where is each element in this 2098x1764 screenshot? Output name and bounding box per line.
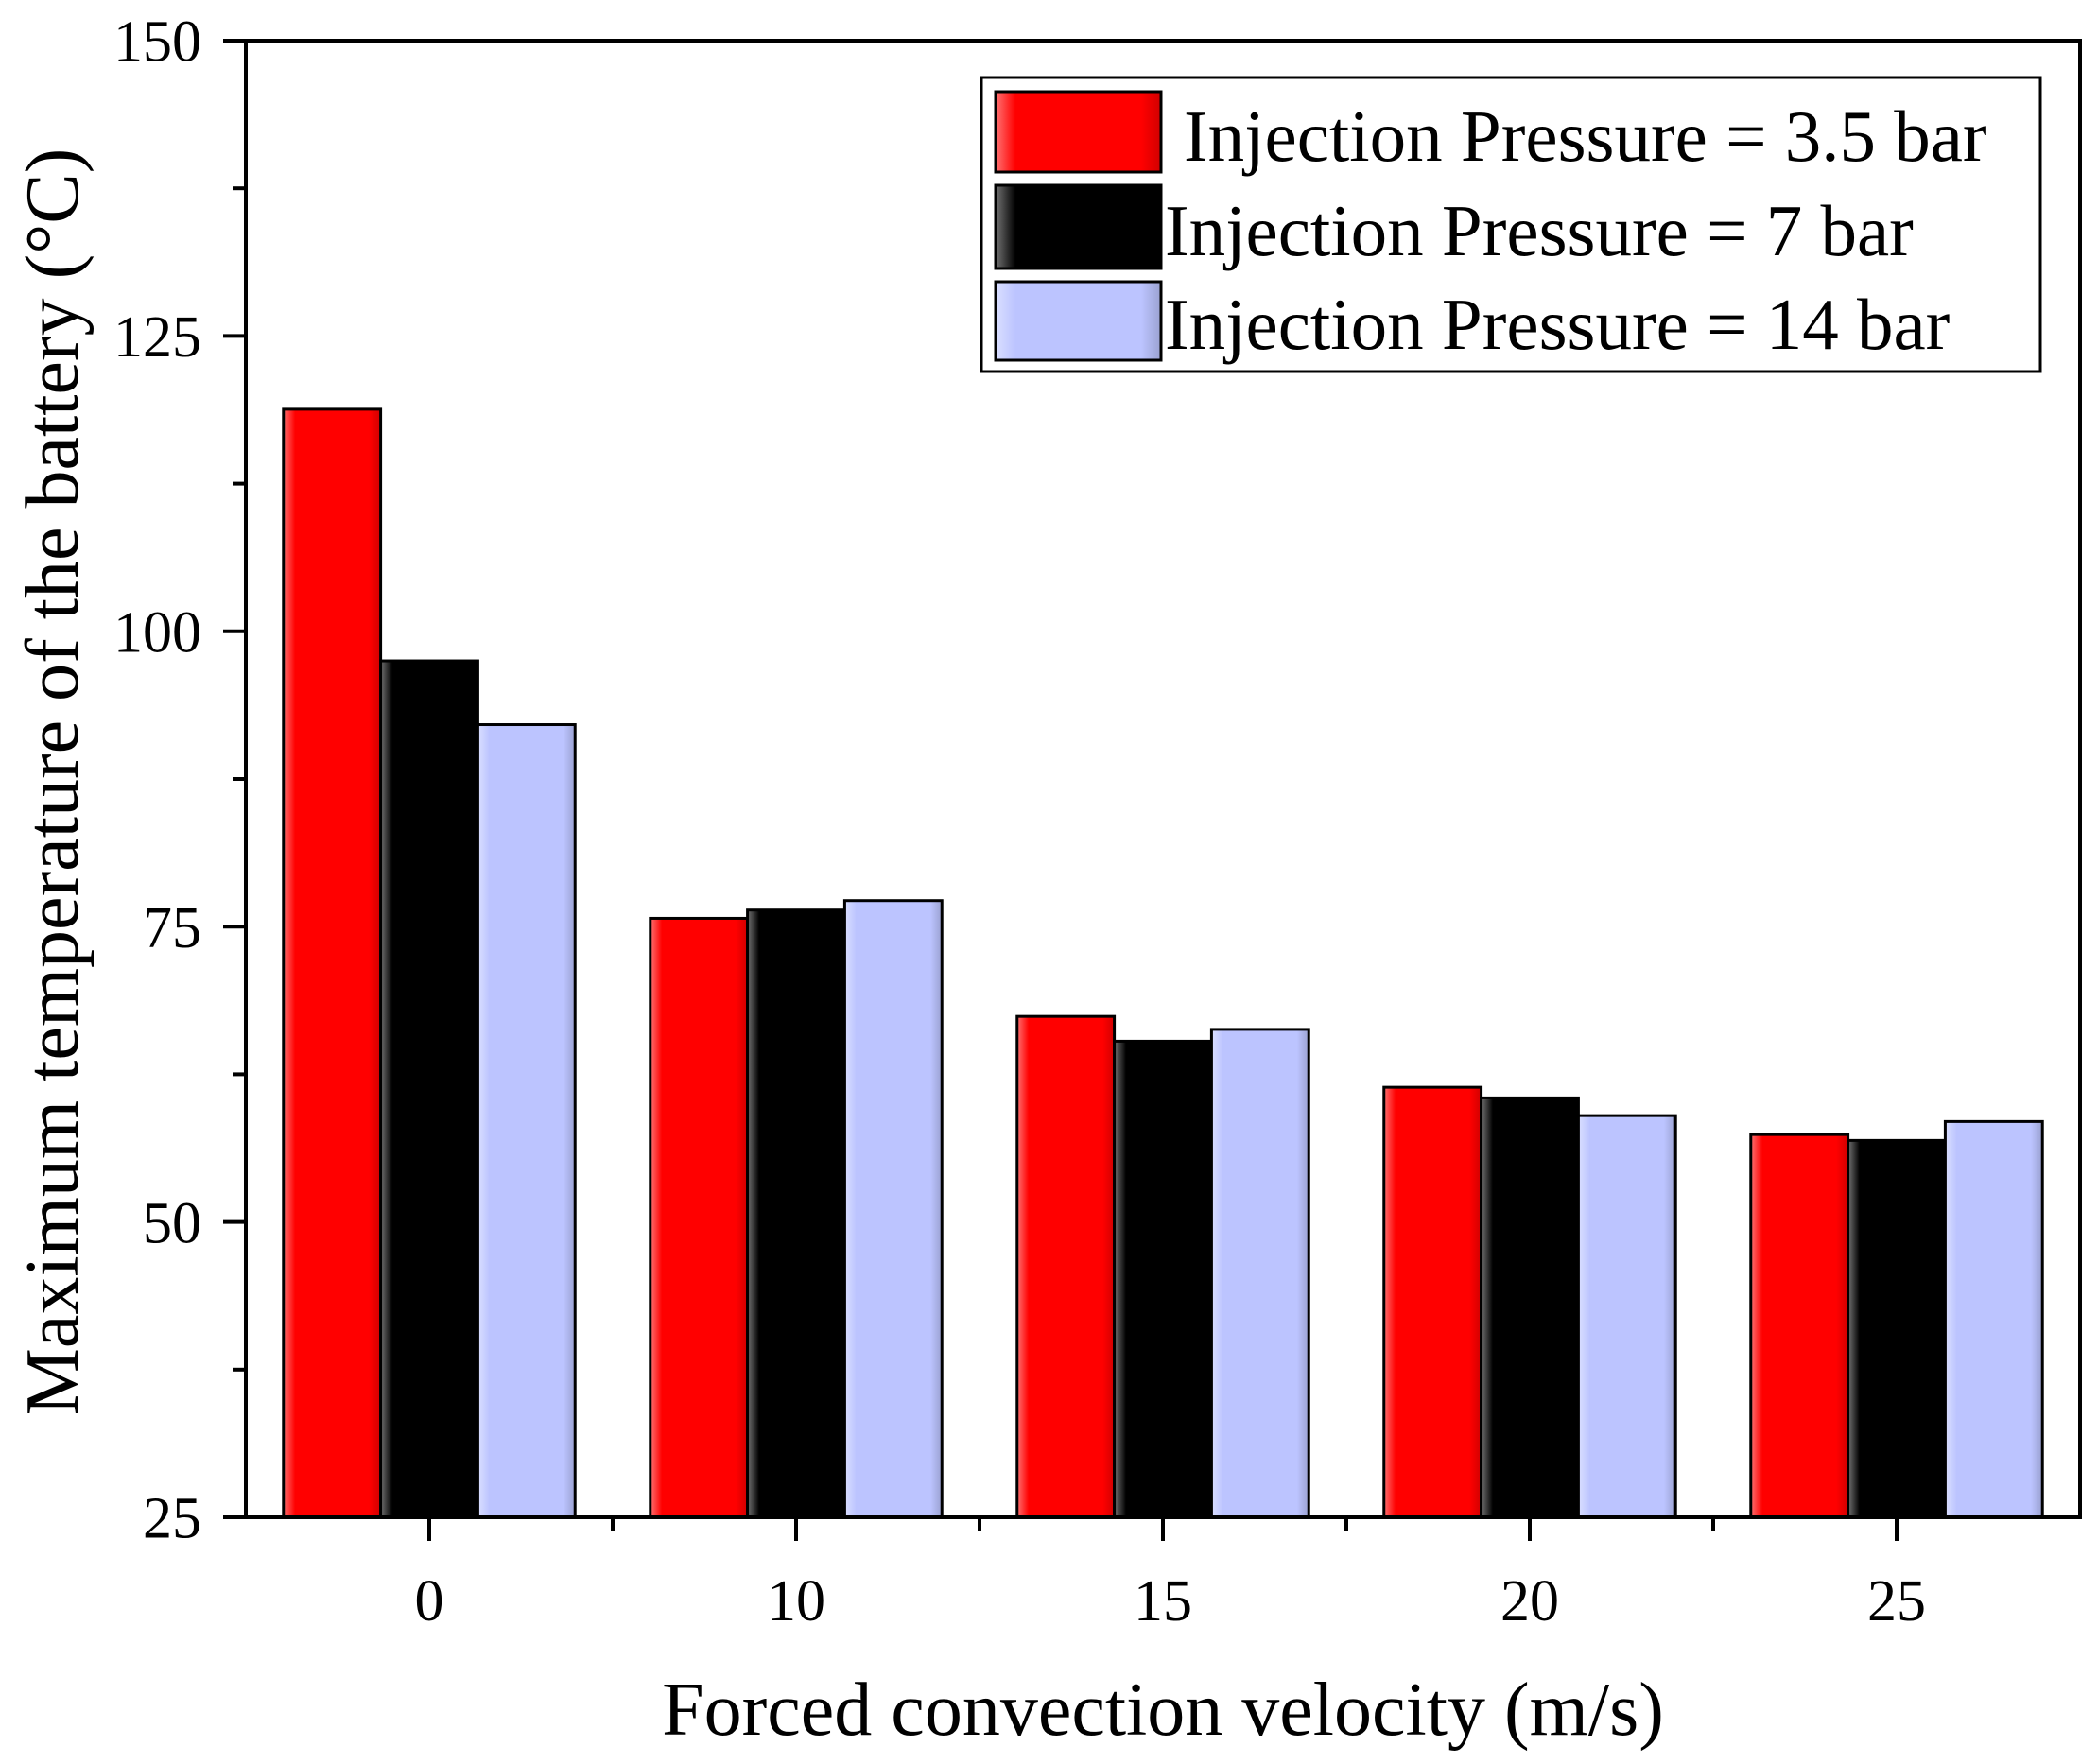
bar-14-bar-at-0 bbox=[476, 723, 577, 1519]
legend-swatch-14-bar bbox=[994, 280, 1163, 362]
bar-14-bar-at-15 bbox=[1209, 1028, 1310, 1519]
x-tick-label: 0 bbox=[415, 1569, 444, 1634]
ticks-layer: 25 50 75 100 125 150 0 10 15 20 25 bbox=[113, 10, 1926, 1634]
y-tick-label: 150 bbox=[113, 10, 201, 75]
x-tick-label: 10 bbox=[767, 1569, 825, 1634]
x-tick-label: 25 bbox=[1867, 1569, 1926, 1634]
bar-3-5-bar-at-0 bbox=[282, 407, 383, 1519]
y-axis-label: Maximum temperature of the battery (°C) bbox=[11, 148, 95, 1415]
bar-3-5-bar-at-15 bbox=[1015, 1014, 1117, 1519]
bar-14-bar-at-25 bbox=[1943, 1119, 2044, 1519]
bar-7-bar-at-0 bbox=[379, 659, 479, 1519]
legend-swatch-7-bar bbox=[994, 183, 1163, 270]
y-tick-label: 100 bbox=[113, 601, 201, 666]
bar-14-bar-at-10 bbox=[842, 899, 944, 1519]
bar-7-bar-at-25 bbox=[1847, 1138, 1947, 1519]
legend: Injection Pressure = 3.5 bar Injection P… bbox=[980, 76, 2042, 373]
bar-7-bar-at-15 bbox=[1113, 1039, 1213, 1519]
y-tick-label: 75 bbox=[143, 896, 201, 960]
bars-layer bbox=[282, 407, 2044, 1519]
x-tick-label: 20 bbox=[1500, 1569, 1559, 1634]
legend-label-7-bar: Injection Pressure = 7 bar bbox=[1165, 190, 1914, 271]
bar-14-bar-at-20 bbox=[1576, 1114, 1677, 1519]
bar-7-bar-at-20 bbox=[1480, 1096, 1580, 1519]
x-tick-label: 15 bbox=[1134, 1569, 1192, 1634]
legend-swatch-3-5-bar bbox=[994, 90, 1163, 174]
x-axis-label: Forced convection velocity (m/s) bbox=[662, 1669, 1664, 1752]
bar-3-5-bar-at-20 bbox=[1382, 1085, 1483, 1519]
bar-3-5-bar-at-10 bbox=[649, 916, 750, 1519]
legend-label-14-bar: Injection Pressure = 14 bar bbox=[1165, 284, 1950, 365]
y-tick-label: 25 bbox=[143, 1487, 201, 1551]
bar-7-bar-at-10 bbox=[746, 908, 846, 1519]
y-tick-label: 125 bbox=[113, 305, 201, 370]
y-tick-label: 50 bbox=[143, 1191, 201, 1255]
legend-label-3-5-bar: Injection Pressure = 3.5 bar bbox=[1184, 95, 1987, 177]
bar-3-5-bar-at-25 bbox=[1749, 1133, 1850, 1519]
